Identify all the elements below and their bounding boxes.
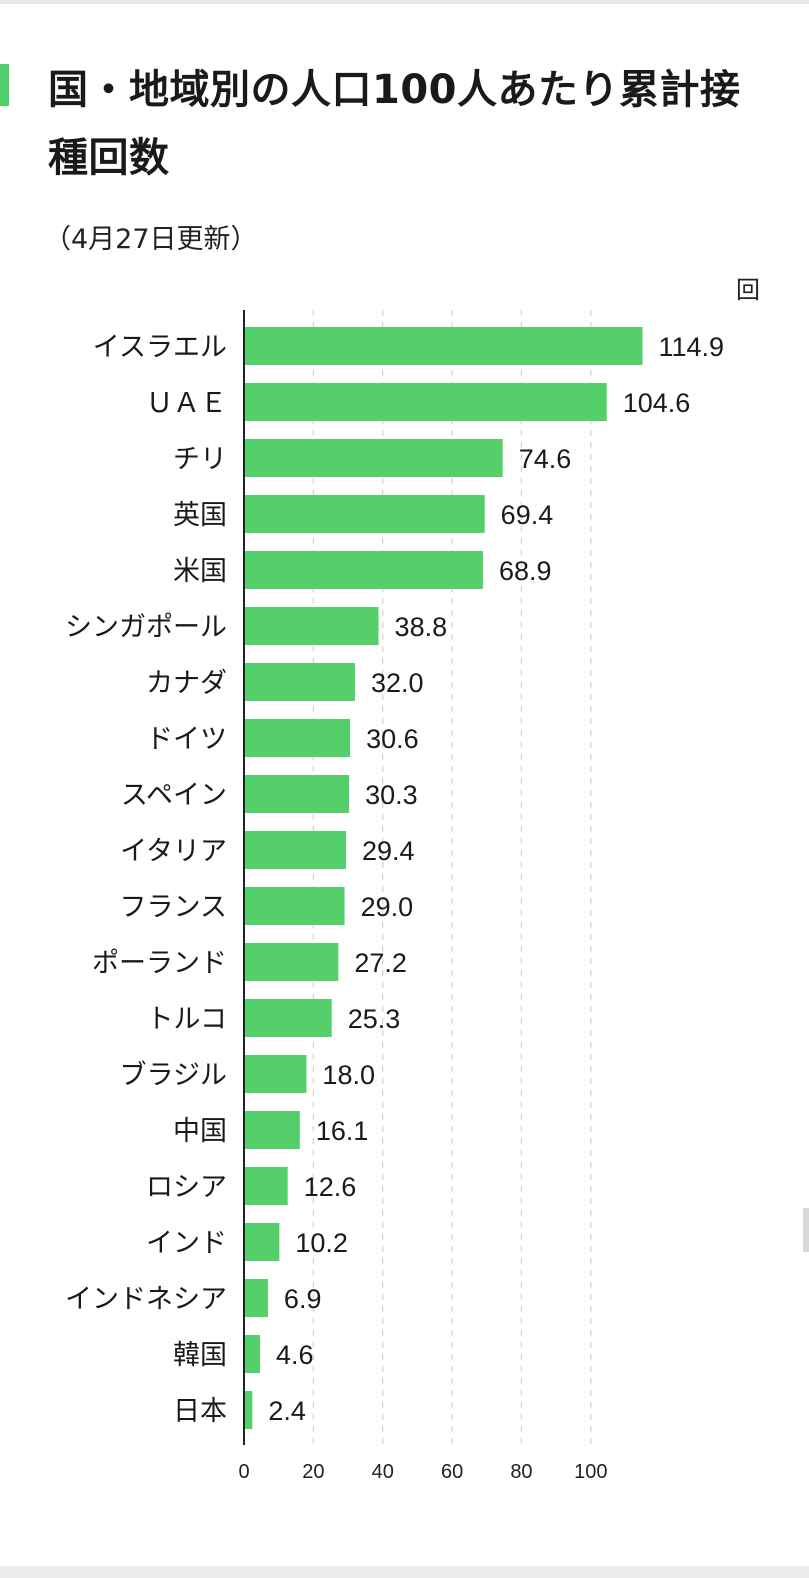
value-label: 32.0 <box>371 668 424 698</box>
bars <box>244 327 643 1429</box>
value-label: 68.9 <box>499 556 552 586</box>
scroll-edge-marker <box>803 1208 809 1252</box>
bar <box>244 775 350 813</box>
value-label: 2.4 <box>268 1396 306 1426</box>
value-labels: 114.9 104.6 74.6 69.4 68.9 38.8 32.0 30.6 30.3 29… <box>268 332 724 1426</box>
x-tick-label: 80 <box>510 1461 532 1483</box>
bar <box>244 1111 300 1149</box>
bar <box>244 831 346 869</box>
category-label: 英国 <box>173 500 227 530</box>
bar <box>244 551 483 589</box>
bar <box>244 887 345 925</box>
value-label: 104.6 <box>623 388 691 418</box>
category-label: 韓国 <box>173 1340 227 1370</box>
category-label: インド <box>146 1228 227 1258</box>
x-tick-label: 40 <box>372 1461 394 1483</box>
x-tick-label: 60 <box>441 1461 463 1483</box>
category-label: トルコ <box>147 1004 227 1034</box>
unit-label: 回 <box>736 276 760 304</box>
category-label: インドネシア <box>65 1284 227 1314</box>
value-label: 30.3 <box>365 780 418 810</box>
category-label: ブラジル <box>120 1060 227 1090</box>
update-date-subtitle: （4月27日更新） <box>44 224 258 255</box>
value-label: 16.1 <box>316 1116 369 1146</box>
category-label: ロシア <box>146 1172 227 1202</box>
bar <box>244 1223 280 1261</box>
bar <box>244 1167 288 1205</box>
category-label: フランス <box>120 892 227 922</box>
category-label: ポーランド <box>92 948 227 978</box>
category-labels: イスラエル ＵＡＥ チリ英国米国シンガポールカナダドイツスペインイタリアフランスポー… <box>65 332 227 1426</box>
bar <box>244 1335 260 1373</box>
value-label: 114.9 <box>658 332 724 362</box>
grid-lines <box>312 310 592 1445</box>
value-label: 27.2 <box>354 948 407 978</box>
value-label: 18.0 <box>322 1060 375 1090</box>
top-border <box>0 0 809 4</box>
category-label: ＵＡＥ <box>146 388 227 418</box>
bar <box>244 383 607 421</box>
value-label: 29.4 <box>362 836 415 866</box>
chart-title: 国・地域別の人口100人あたり累計接種回数 <box>48 67 741 181</box>
bottom-border <box>0 1566 809 1578</box>
value-label: 74.6 <box>519 444 572 474</box>
category-label: 米国 <box>173 556 227 586</box>
bar <box>244 999 332 1037</box>
value-label: 10.2 <box>295 1228 348 1258</box>
category-label: スペイン <box>121 780 227 810</box>
bar <box>244 943 339 981</box>
value-label: 29.0 <box>361 892 414 922</box>
bar <box>244 327 643 365</box>
category-label: チリ <box>173 444 227 474</box>
category-label: ドイツ <box>146 724 227 754</box>
value-label: 12.6 <box>304 1172 357 1202</box>
bar <box>244 439 503 477</box>
x-tick-label: 100 <box>574 1461 607 1483</box>
category-label: イタリア <box>120 836 227 866</box>
bar <box>244 1279 268 1317</box>
value-label: 4.6 <box>276 1340 314 1370</box>
title-accent-bar <box>0 64 9 106</box>
bar <box>244 607 379 645</box>
category-label: カナダ <box>146 668 227 698</box>
bar <box>244 495 485 533</box>
value-label: 6.9 <box>284 1284 322 1314</box>
category-label: 中国 <box>173 1116 227 1146</box>
bar <box>244 1391 253 1429</box>
bar <box>244 719 351 757</box>
bar-chart: イスラエル ＵＡＥ チリ英国米国シンガポールカナダドイツスペインイタリアフランスポー… <box>65 310 724 1483</box>
category-label: シンガポール <box>65 612 227 642</box>
value-label: 38.8 <box>395 612 448 642</box>
x-tick-label: 0 <box>238 1461 249 1483</box>
bar <box>244 663 355 701</box>
bar <box>244 1055 307 1093</box>
category-label: 日本 <box>173 1396 227 1426</box>
category-label: イスラエル <box>93 332 227 362</box>
x-axis-ticks: 0 20 40 60 80 100 <box>238 1461 607 1483</box>
value-label: 69.4 <box>501 500 554 530</box>
value-label: 30.6 <box>366 724 419 754</box>
x-tick-label: 20 <box>302 1461 324 1483</box>
value-label: 25.3 <box>348 1004 401 1034</box>
